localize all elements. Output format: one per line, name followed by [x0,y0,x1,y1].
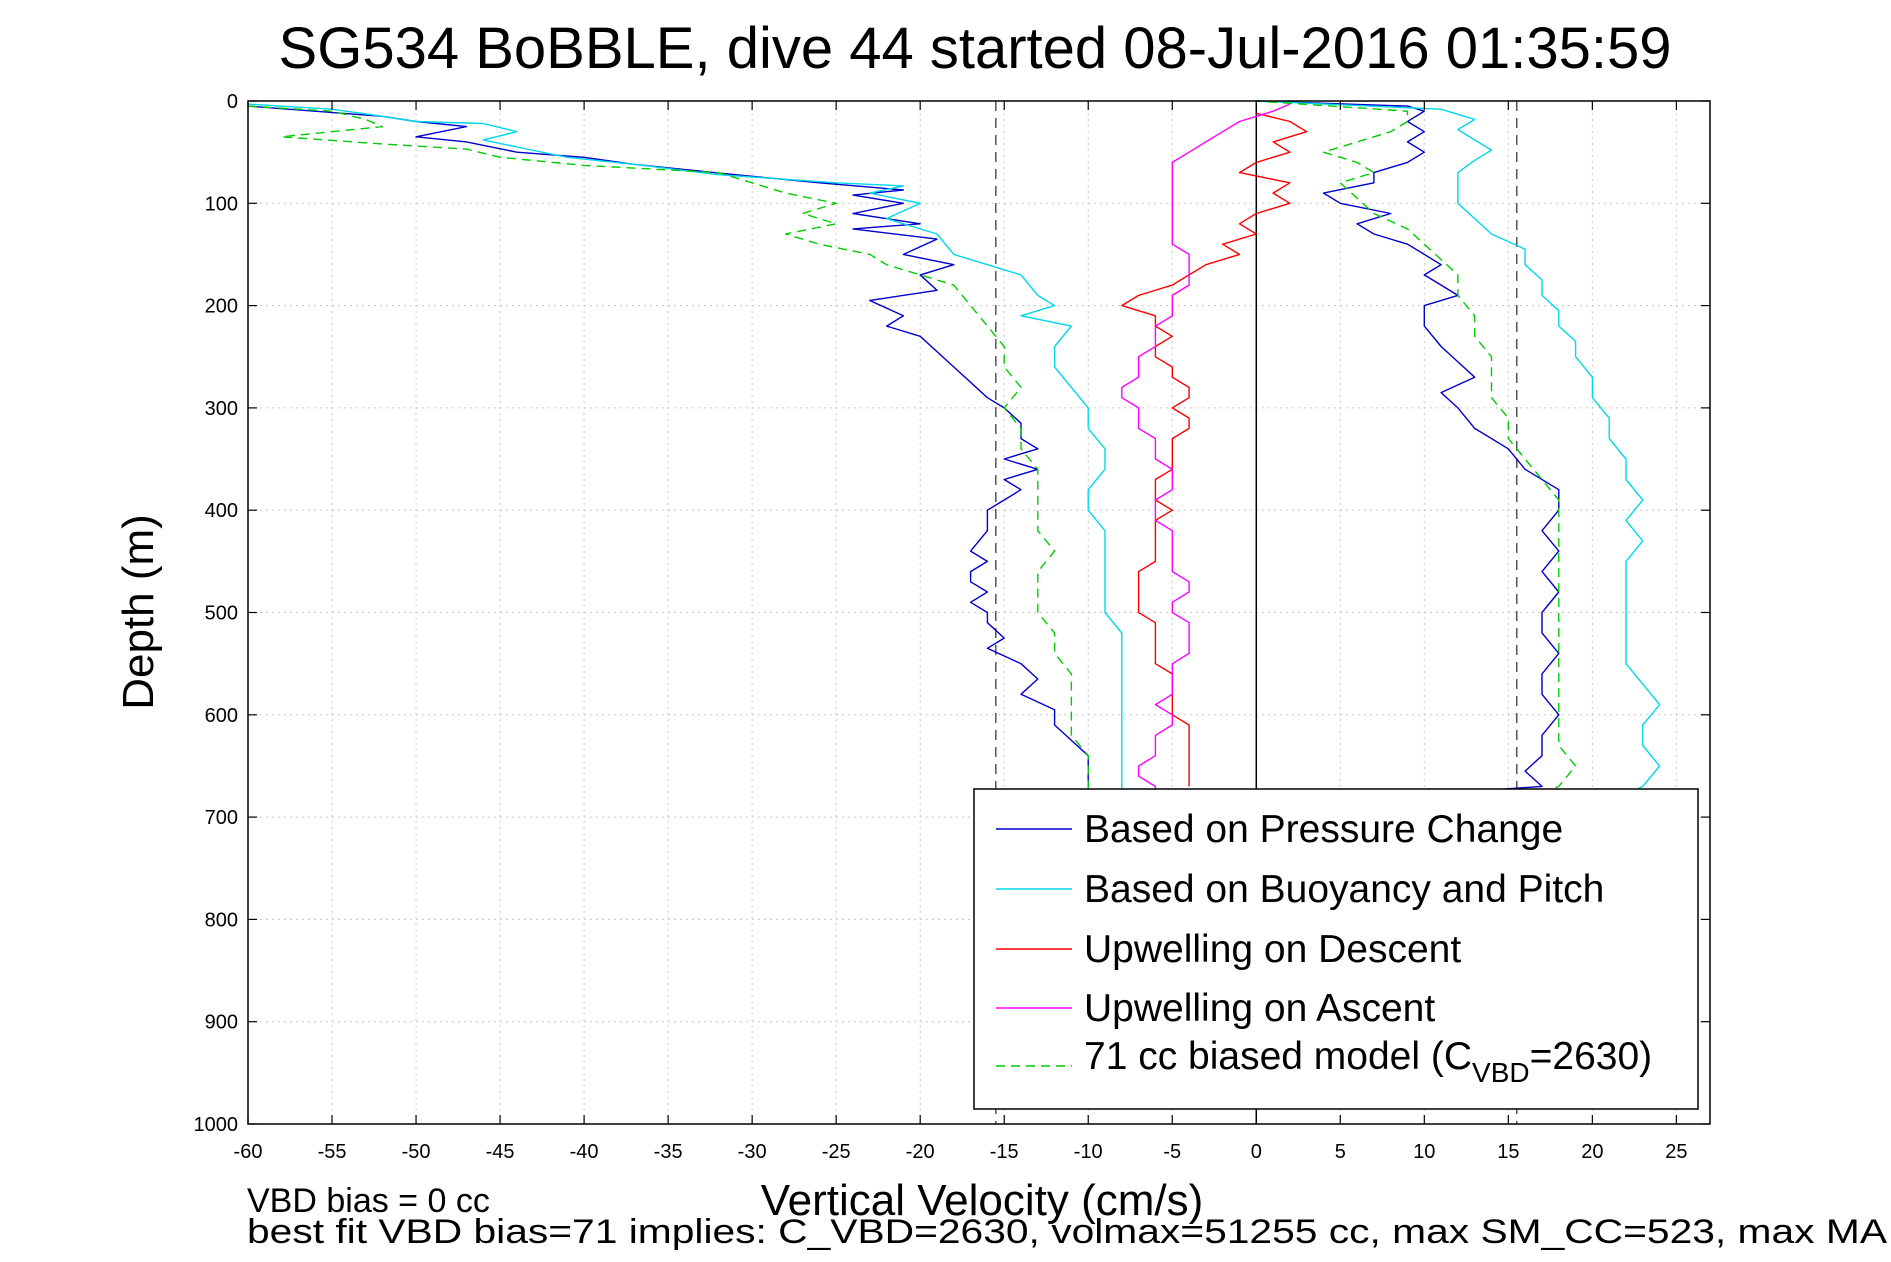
x-tick-label: 25 [1665,1141,1687,1163]
y-ticks: 0 100 200 300 400 500 600 700 800 900 1000 [194,91,1710,1136]
x-tick-label: 15 [1497,1141,1519,1163]
x-axis-label: Vertical Velocity (cm/s) [761,1176,1204,1225]
y-tick-label: 400 [205,500,238,522]
y-tick-label: 600 [205,705,238,727]
legend-label: Upwelling on Descent [1084,928,1461,971]
legend-entry-model: 71 cc biased model (CVBD=2630) [996,1035,1652,1088]
y-tick-label: 0 [227,91,238,113]
series-based-on-buoyancy-and-pitch [247,100,1661,796]
series-line-descent [247,105,1089,795]
series-upwelling-on-ascent [1121,103,1291,795]
series-71-cc-biased-model-c-vbd-2630 [247,100,1577,796]
x-tick-label: -25 [822,1141,851,1163]
footer-best-fit: best fit VBD bias=71 implies: C_VBD=2630… [247,1213,1887,1251]
y-tick-label: 700 [205,807,238,829]
series-line-descent [247,103,1123,795]
legend-label: Upwelling on Ascent [1084,987,1435,1030]
series-line-descent [1121,103,1291,795]
legend: Based on Pressure Change Based on Buoyanc… [973,788,1699,1110]
x-tick-label: -50 [402,1141,431,1163]
y-tick-label: 900 [205,1012,238,1034]
legend-label-model: 71 cc biased model (CVBD=2630) [1084,1035,1652,1088]
legend-model-suffix: =2630) [1530,1035,1653,1078]
y-tick-label: 200 [205,296,238,318]
x-tick-label: -15 [990,1141,1019,1163]
legend-label: Based on Pressure Change [1084,808,1563,851]
legend-entry: Based on Buoyancy and Pitch [996,868,1604,911]
chart-title: SG534 BoBBLE, dive 44 started 08-Jul-201… [279,16,1672,81]
legend-box [973,788,1699,1110]
x-ticks: -60 -55 -50 -45 -40 -35 -30 -25 -20 -15 -10 -5 0 5 10 1… [234,101,1688,1163]
y-tick-label: 300 [205,398,238,420]
x-tick-label: 10 [1413,1141,1435,1163]
legend-entry: Based on Pressure Change [996,808,1563,851]
y-tick-label: 100 [205,193,238,215]
x-tick-label: 20 [1581,1141,1603,1163]
y-tick-label: 500 [205,603,238,625]
x-tick-label: -35 [654,1141,683,1163]
y-tick-label: 1000 [194,1114,239,1136]
x-tick-label: 5 [1335,1141,1346,1163]
x-tick-label: -40 [570,1141,599,1163]
x-tick-label: 0 [1251,1141,1262,1163]
y-tick-label: 800 [205,909,238,931]
series-group [247,100,1661,796]
x-tick-label: -30 [738,1141,767,1163]
legend-entry: Upwelling on Ascent [996,987,1435,1030]
series-line-ascent [1256,100,1560,796]
x-tick-label: -10 [1074,1141,1103,1163]
legend-model-subscript: VBD [1472,1057,1530,1088]
x-tick-label: -55 [318,1141,347,1163]
footer-vbd-bias: VBD bias = 0 cc [247,1182,490,1220]
series-line-ascent [1256,100,1577,796]
x-tick-label: -5 [1163,1141,1181,1163]
x-tick-label: -20 [906,1141,935,1163]
legend-model-prefix: 71 cc biased model (C [1084,1035,1472,1078]
x-tick-label: -60 [234,1141,263,1163]
series-line-ascent [1256,100,1661,796]
legend-label: Based on Buoyancy and Pitch [1084,868,1604,911]
x-tick-label: -45 [486,1141,515,1163]
y-axis-label: Depth (m) [114,514,163,710]
legend-entry: Upwelling on Descent [996,928,1461,971]
